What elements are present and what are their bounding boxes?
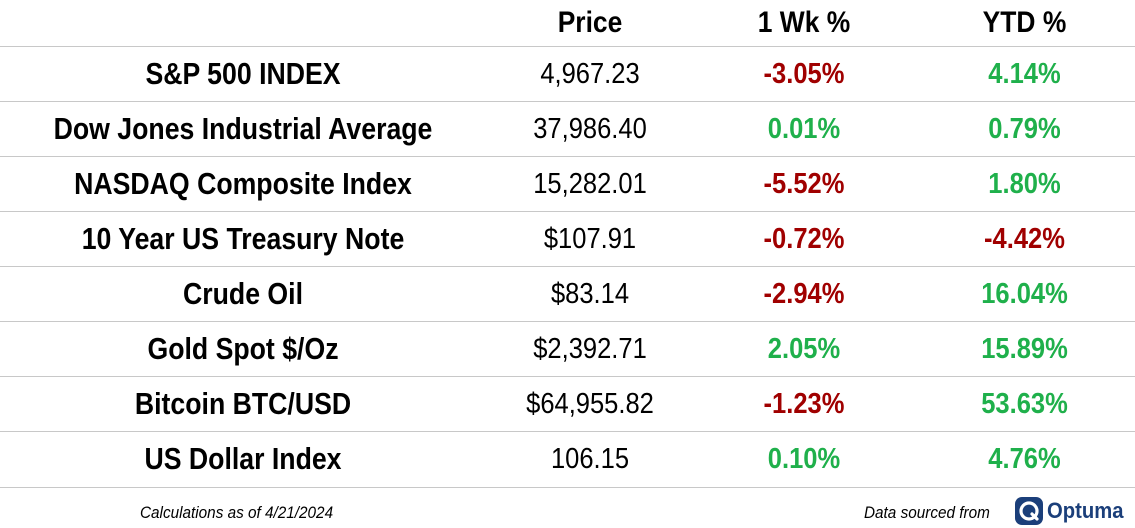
- table-header: Price 1 Wk % YTD %: [0, 0, 1135, 46]
- asset-price: 37,986.40: [533, 112, 647, 145]
- header-week: 1 Wk %: [757, 6, 851, 39]
- asset-name: Bitcoin BTC/USD: [134, 386, 352, 421]
- table-row: Crude Oil $83.14 -2.94% 16.04%: [0, 266, 1135, 321]
- header-ytd: YTD %: [982, 6, 1067, 39]
- calculation-date-note: Calculations as of 4/21/2024: [140, 503, 334, 522]
- asset-price: $2,392.71: [533, 332, 647, 365]
- week-change: -2.94%: [763, 277, 845, 310]
- asset-price: $107.91: [543, 222, 637, 255]
- ytd-change: 15.89%: [981, 332, 1068, 365]
- ytd-change: 0.79%: [988, 112, 1061, 145]
- asset-price: 4,967.23: [540, 57, 640, 90]
- ytd-change: 4.76%: [988, 442, 1061, 475]
- ytd-change: -4.42%: [984, 222, 1065, 255]
- week-change: -5.52%: [763, 167, 845, 200]
- table-row: NASDAQ Composite Index 15,282.01 -5.52% …: [0, 156, 1135, 211]
- table-row: US Dollar Index 106.15 0.10% 4.76%: [0, 431, 1135, 486]
- asset-name: 10 Year US Treasury Note: [81, 221, 405, 256]
- week-change: -3.05%: [763, 57, 845, 90]
- optuma-logo: Optuma: [1014, 495, 1130, 527]
- optuma-logo-text: Optuma: [1047, 498, 1124, 523]
- table-row: Dow Jones Industrial Average 37,986.40 0…: [0, 101, 1135, 156]
- asset-price: $83.14: [550, 277, 630, 310]
- table-row: 10 Year US Treasury Note $107.91 -0.72% …: [0, 211, 1135, 266]
- ytd-change: 4.14%: [988, 57, 1061, 90]
- asset-price: $64,955.82: [526, 387, 654, 420]
- table-row: Bitcoin BTC/USD $64,955.82 -1.23% 53.63%: [0, 376, 1135, 431]
- data-source-note: Data sourced from: [864, 503, 990, 522]
- asset-name: Gold Spot $/Oz: [147, 331, 339, 366]
- asset-name: Crude Oil: [183, 276, 303, 311]
- asset-name: Dow Jones Industrial Average: [53, 111, 433, 146]
- week-change: -1.23%: [763, 387, 845, 420]
- ytd-change: 1.80%: [988, 167, 1061, 200]
- week-change: 0.01%: [767, 112, 841, 145]
- asset-price: 15,282.01: [533, 167, 647, 200]
- asset-name: S&P 500 INDEX: [145, 56, 341, 91]
- table-row: S&P 500 INDEX 4,967.23 -3.05% 4.14%: [0, 46, 1135, 101]
- asset-price: 106.15: [550, 442, 630, 475]
- ytd-change: 53.63%: [981, 387, 1068, 420]
- table-bottom-divider: [0, 487, 1135, 488]
- week-change: -0.72%: [763, 222, 845, 255]
- asset-name: US Dollar Index: [144, 441, 342, 476]
- table-row: Gold Spot $/Oz $2,392.71 2.05% 15.89%: [0, 321, 1135, 376]
- week-change: 0.10%: [767, 442, 841, 475]
- header-name: [34, 0, 452, 46]
- header-price: Price: [557, 6, 623, 39]
- week-change: 2.05%: [767, 332, 841, 365]
- asset-name: NASDAQ Composite Index: [74, 166, 412, 201]
- ytd-change: 16.04%: [981, 277, 1068, 310]
- optuma-logo-icon: [1015, 497, 1043, 525]
